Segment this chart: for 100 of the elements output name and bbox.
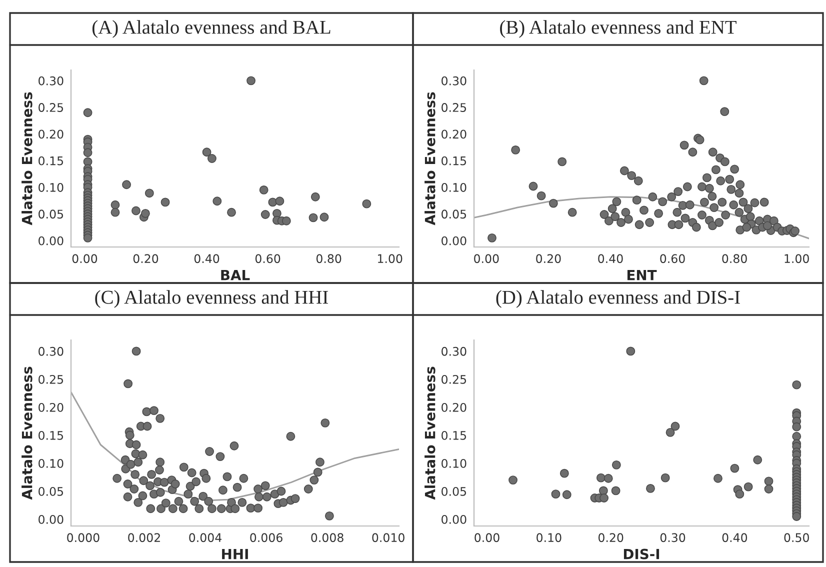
x-tick-label: 0.00 [474,533,500,542]
point [646,484,655,493]
point [764,476,774,486]
y-tick-label: 0.25 [38,103,64,112]
point [227,208,236,217]
point [212,196,222,206]
y-tick-label: 0.00 [442,236,466,246]
point [560,468,569,478]
x-tick-label: 0.60 [660,254,685,264]
point [714,474,722,483]
point [207,154,216,163]
x-tick-label: 0.008 [311,533,344,542]
x-tick-label: 0.00 [474,254,499,264]
y-tick-label: 0.25 [38,374,64,384]
x-tick-label: 0.50 [784,533,809,542]
chart-title: (B) Alatalo evenness and ENT [500,20,736,38]
chart-title: (C) Alatalo evenness and HHI [95,290,328,308]
point [144,188,154,198]
point [140,208,150,218]
x-axis-title: HHI [222,548,248,560]
point [202,148,212,157]
y-tick-label: 0.15 [38,156,64,166]
x-tick-label: 0.002 [128,533,160,542]
y-axis-title: Alatalo Evenness [424,366,436,500]
x-axis-title: ENT [627,270,657,280]
y-tick-label: 0.20 [38,130,64,139]
y-tick-label: 0.10 [38,183,64,192]
x-tick-label: 0.80 [722,254,747,264]
point [246,76,256,86]
x-tick-label: 0.010 [372,533,404,542]
y-tick-label: 0.05 [442,486,466,496]
x-tick-label: 0.40 [194,254,220,264]
point [753,455,762,464]
point [132,206,140,216]
x-tick-label: 0.006 [250,533,282,542]
y-tick-label: 0.25 [442,103,466,112]
x-tick-label: 0.80 [316,254,342,264]
y-tick-label: 0.05 [442,210,466,219]
point [666,428,675,437]
y-tick-label: 0.05 [38,210,64,219]
x-tick-label: 0.004 [189,533,222,542]
y-tick-label: 0.00 [38,515,64,524]
point [122,180,131,190]
point [83,148,92,158]
y-tick-label: 0.00 [442,515,466,524]
point [310,192,320,202]
point [792,432,802,441]
y-tick-label: 0.05 [38,486,64,496]
x-tick-label: 0.60 [255,254,280,264]
point [660,473,670,482]
point [259,185,268,194]
x-axis-title: DIS-I [624,548,660,560]
point [551,490,560,499]
point [604,474,613,483]
y-tick-label: 0.20 [442,402,466,412]
point [320,212,329,222]
point [744,482,753,492]
point [792,512,802,521]
y-tick-label: 0.20 [442,130,466,139]
point [792,422,802,432]
y-tick-label: 0.30 [38,76,64,86]
x-tick-label: 0.00 [72,254,98,264]
x-tick-label: 0.20 [536,254,561,264]
point [260,210,270,219]
chart-title: (A) Alatalo evenness and BAL [92,20,330,38]
point [670,422,680,431]
x-tick-label: 0.40 [722,533,748,542]
x-tick-label: 0.30 [660,533,686,542]
y-axis-title: Alatalo Evenness [424,92,436,226]
point [612,460,621,470]
y-tick-label: 0.30 [442,346,466,356]
point [362,199,372,208]
point [735,490,744,499]
point [600,494,609,502]
point [83,233,92,242]
x-tick-label: 1.00 [378,254,402,264]
y-tick-label: 0.10 [442,458,466,468]
y-tick-label: 0.00 [38,236,64,246]
x-axis-title: BAL [221,270,250,280]
x-tick-label: 0.10 [536,533,562,542]
point [282,216,291,226]
point [626,346,636,356]
y-tick-label: 0.25 [442,374,466,384]
y-tick-label: 0.30 [38,346,64,356]
x-tick-label: 0.000 [67,533,100,542]
y-tick-label: 0.20 [38,402,64,412]
point [730,464,740,473]
y-tick-label: 0.10 [442,183,466,192]
chart-title: (D) Alatalo evenness and DIS-I [496,290,740,308]
y-tick-label: 0.15 [442,430,466,440]
point [596,473,606,482]
y-tick-label: 0.15 [442,156,466,166]
y-tick-label: 0.15 [38,430,64,440]
x-tick-label: 0.40 [598,254,623,264]
y-axis-title: Alatalo Evenness [22,92,32,226]
point [275,196,284,206]
point [308,213,318,222]
x-tick-label: 0.20 [598,533,624,542]
x-tick-label: 0.20 [133,254,158,264]
point [611,486,620,496]
